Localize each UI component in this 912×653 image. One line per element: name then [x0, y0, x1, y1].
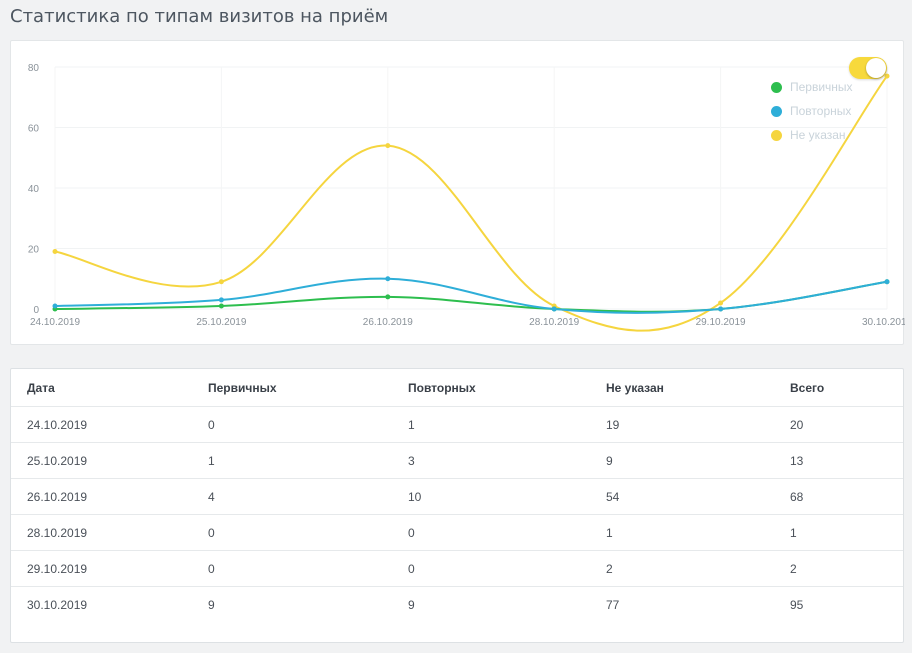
data-point: [218, 297, 224, 303]
x-tick-label: 30.10.2019: [862, 317, 905, 328]
cell-date: 24.10.2019: [11, 406, 208, 443]
data-point: [718, 300, 724, 306]
cell-repeat: 9: [408, 586, 606, 622]
cell-primary: 9: [208, 586, 408, 622]
series-line: [54, 277, 888, 314]
column-header-total[interactable]: Всего: [790, 380, 825, 395]
data-point: [52, 249, 58, 255]
chart-toggle-switch[interactable]: [849, 57, 887, 79]
data-point: [551, 306, 557, 312]
cell-repeat: 3: [408, 442, 606, 479]
cell-date: 29.10.2019: [11, 550, 208, 587]
cell-unspecified: 77: [606, 586, 790, 622]
legend-item-unspecified[interactable]: Не указан: [771, 123, 853, 147]
legend-label: Повторных: [790, 104, 852, 118]
data-point: [884, 279, 890, 285]
cell-unspecified: 1: [606, 514, 790, 551]
legend-dot-icon: [771, 129, 782, 141]
cell-total: 68: [790, 478, 903, 515]
legend-item-repeat[interactable]: Повторных: [771, 99, 853, 123]
cell-unspecified: 9: [606, 442, 790, 479]
data-point: [385, 143, 391, 149]
cell-total: 2: [790, 550, 903, 587]
stats-table: Дата Первичных Повторных Не указан Всего…: [11, 369, 903, 622]
y-tick-label: 40: [28, 184, 40, 195]
cell-total: 20: [790, 406, 903, 443]
table-row: 25.10.2019 1 3 9 13: [11, 442, 903, 479]
legend-item-primary[interactable]: Первичных: [771, 75, 853, 99]
toggle-knob: [866, 58, 886, 78]
x-tick-label: 24.10.2019: [30, 317, 80, 328]
cell-date: 25.10.2019: [11, 442, 208, 479]
data-point: [218, 279, 224, 285]
x-tick-label: 25.10.2019: [196, 317, 246, 328]
column-header-repeat[interactable]: Повторных: [408, 380, 476, 395]
page-title: Статистика по типам визитов на приём: [10, 6, 389, 27]
column-header-primary[interactable]: Первичных: [208, 380, 277, 395]
y-tick-label: 0: [33, 305, 39, 316]
series-line: [54, 75, 888, 332]
cell-repeat: 0: [408, 514, 606, 551]
cell-unspecified: 54: [606, 478, 790, 515]
cell-primary: 0: [208, 406, 408, 443]
x-tick-label: 29.10.2019: [696, 317, 746, 328]
stats-table-card: Дата Первичных Повторных Не указан Всего…: [10, 368, 904, 643]
cell-primary: 1: [208, 442, 408, 479]
legend-dot-icon: [771, 105, 782, 117]
table-row: 26.10.2019 4 10 54 68: [11, 478, 903, 515]
x-tick-label: 26.10.2019: [363, 317, 413, 328]
chart-legend: Первичных Повторных Не указан: [771, 75, 853, 147]
cell-repeat: 0: [408, 550, 606, 587]
data-point: [385, 294, 391, 300]
legend-label: Не указан: [790, 128, 846, 142]
data-point: [385, 276, 391, 282]
y-tick-label: 60: [28, 124, 40, 135]
table-row: 29.10.2019 0 0 2 2: [11, 550, 903, 587]
table-header-row: Дата Первичных Повторных Не указан Всего: [11, 369, 903, 407]
cell-unspecified: 2: [606, 550, 790, 587]
cell-primary: 0: [208, 514, 408, 551]
data-point: [218, 303, 224, 309]
legend-label: Первичных: [790, 80, 853, 94]
cell-primary: 0: [208, 550, 408, 587]
cell-total: 13: [790, 442, 903, 479]
data-point: [884, 73, 890, 79]
cell-primary: 4: [208, 478, 408, 515]
column-header-date[interactable]: Дата: [27, 380, 55, 395]
cell-total: 1: [790, 514, 903, 551]
cell-date: 30.10.2019: [11, 586, 208, 622]
table-row: 24.10.2019 0 1 19 20: [11, 406, 903, 443]
line-chart: 0 20 40 60 80 24.10.2019 25.10.2019 26.10.2019 2…: [28, 63, 905, 332]
cell-date: 26.10.2019: [11, 478, 208, 515]
y-tick-label: 80: [28, 63, 40, 74]
cell-date: 28.10.2019: [11, 514, 208, 551]
column-header-unspecified[interactable]: Не указан: [606, 380, 664, 395]
legend-dot-icon: [771, 81, 782, 93]
data-point: [718, 306, 724, 312]
cell-total: 95: [790, 586, 903, 622]
x-tick-label: 28.10.2019: [529, 317, 579, 328]
cell-unspecified: 19: [606, 406, 790, 443]
table-row: 28.10.2019 0 0 1 1: [11, 514, 903, 551]
cell-repeat: 10: [408, 478, 606, 515]
cell-repeat: 1: [408, 406, 606, 443]
data-point: [52, 303, 58, 309]
y-tick-label: 20: [28, 245, 40, 256]
table-row: 30.10.2019 9 9 77 95: [11, 586, 903, 622]
chart-card: 0 20 40 60 80 24.10.2019 25.10.2019 26.10.2019 2…: [10, 40, 905, 345]
